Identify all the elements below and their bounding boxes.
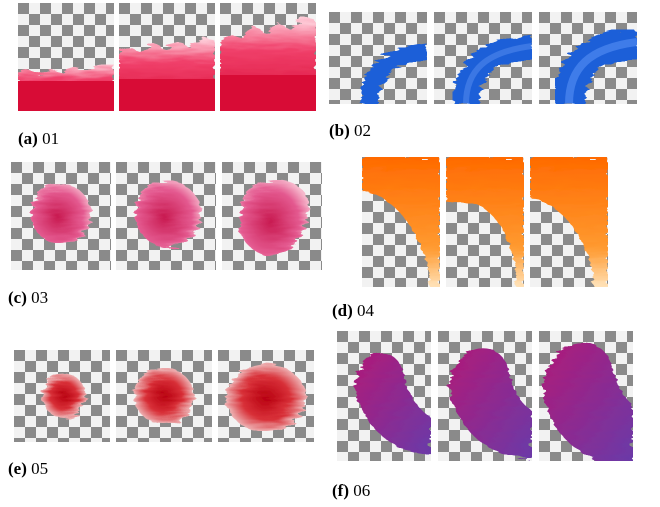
panel-b-frame-1: [329, 12, 427, 104]
panel-b-frame-2: [434, 12, 532, 104]
caption-e: (e) 05: [8, 459, 49, 478]
caption-a: (a) 01: [18, 129, 60, 148]
panel-c-frame-1: [11, 162, 111, 270]
panel-c-frame-3: [222, 162, 322, 270]
panel-c-frame-2: [116, 162, 216, 270]
panel-d-frame-3: [530, 157, 608, 287]
panel-f-frame-3: [539, 331, 633, 461]
panel-b-frame-3: [539, 12, 637, 104]
panel-e-frame-1: [14, 350, 110, 442]
panel-a-frame-1: [18, 3, 114, 111]
panel-d-frame-1: [362, 157, 440, 287]
caption-b: (b) 02: [329, 121, 372, 140]
caption-f: (f) 06: [332, 481, 371, 500]
panel-e-frame-2: [116, 350, 212, 442]
panel-e-frame-3: [218, 350, 314, 442]
panel-f-frame-1: [337, 331, 431, 461]
caption-c: (c) 03: [8, 288, 49, 307]
panel-f-frame-2: [438, 331, 532, 461]
caption-d: (d) 04: [332, 301, 375, 320]
panel-a-frame-3: [220, 3, 316, 111]
panel-d-frame-2: [446, 157, 524, 287]
panel-a-frame-2: [119, 3, 215, 111]
